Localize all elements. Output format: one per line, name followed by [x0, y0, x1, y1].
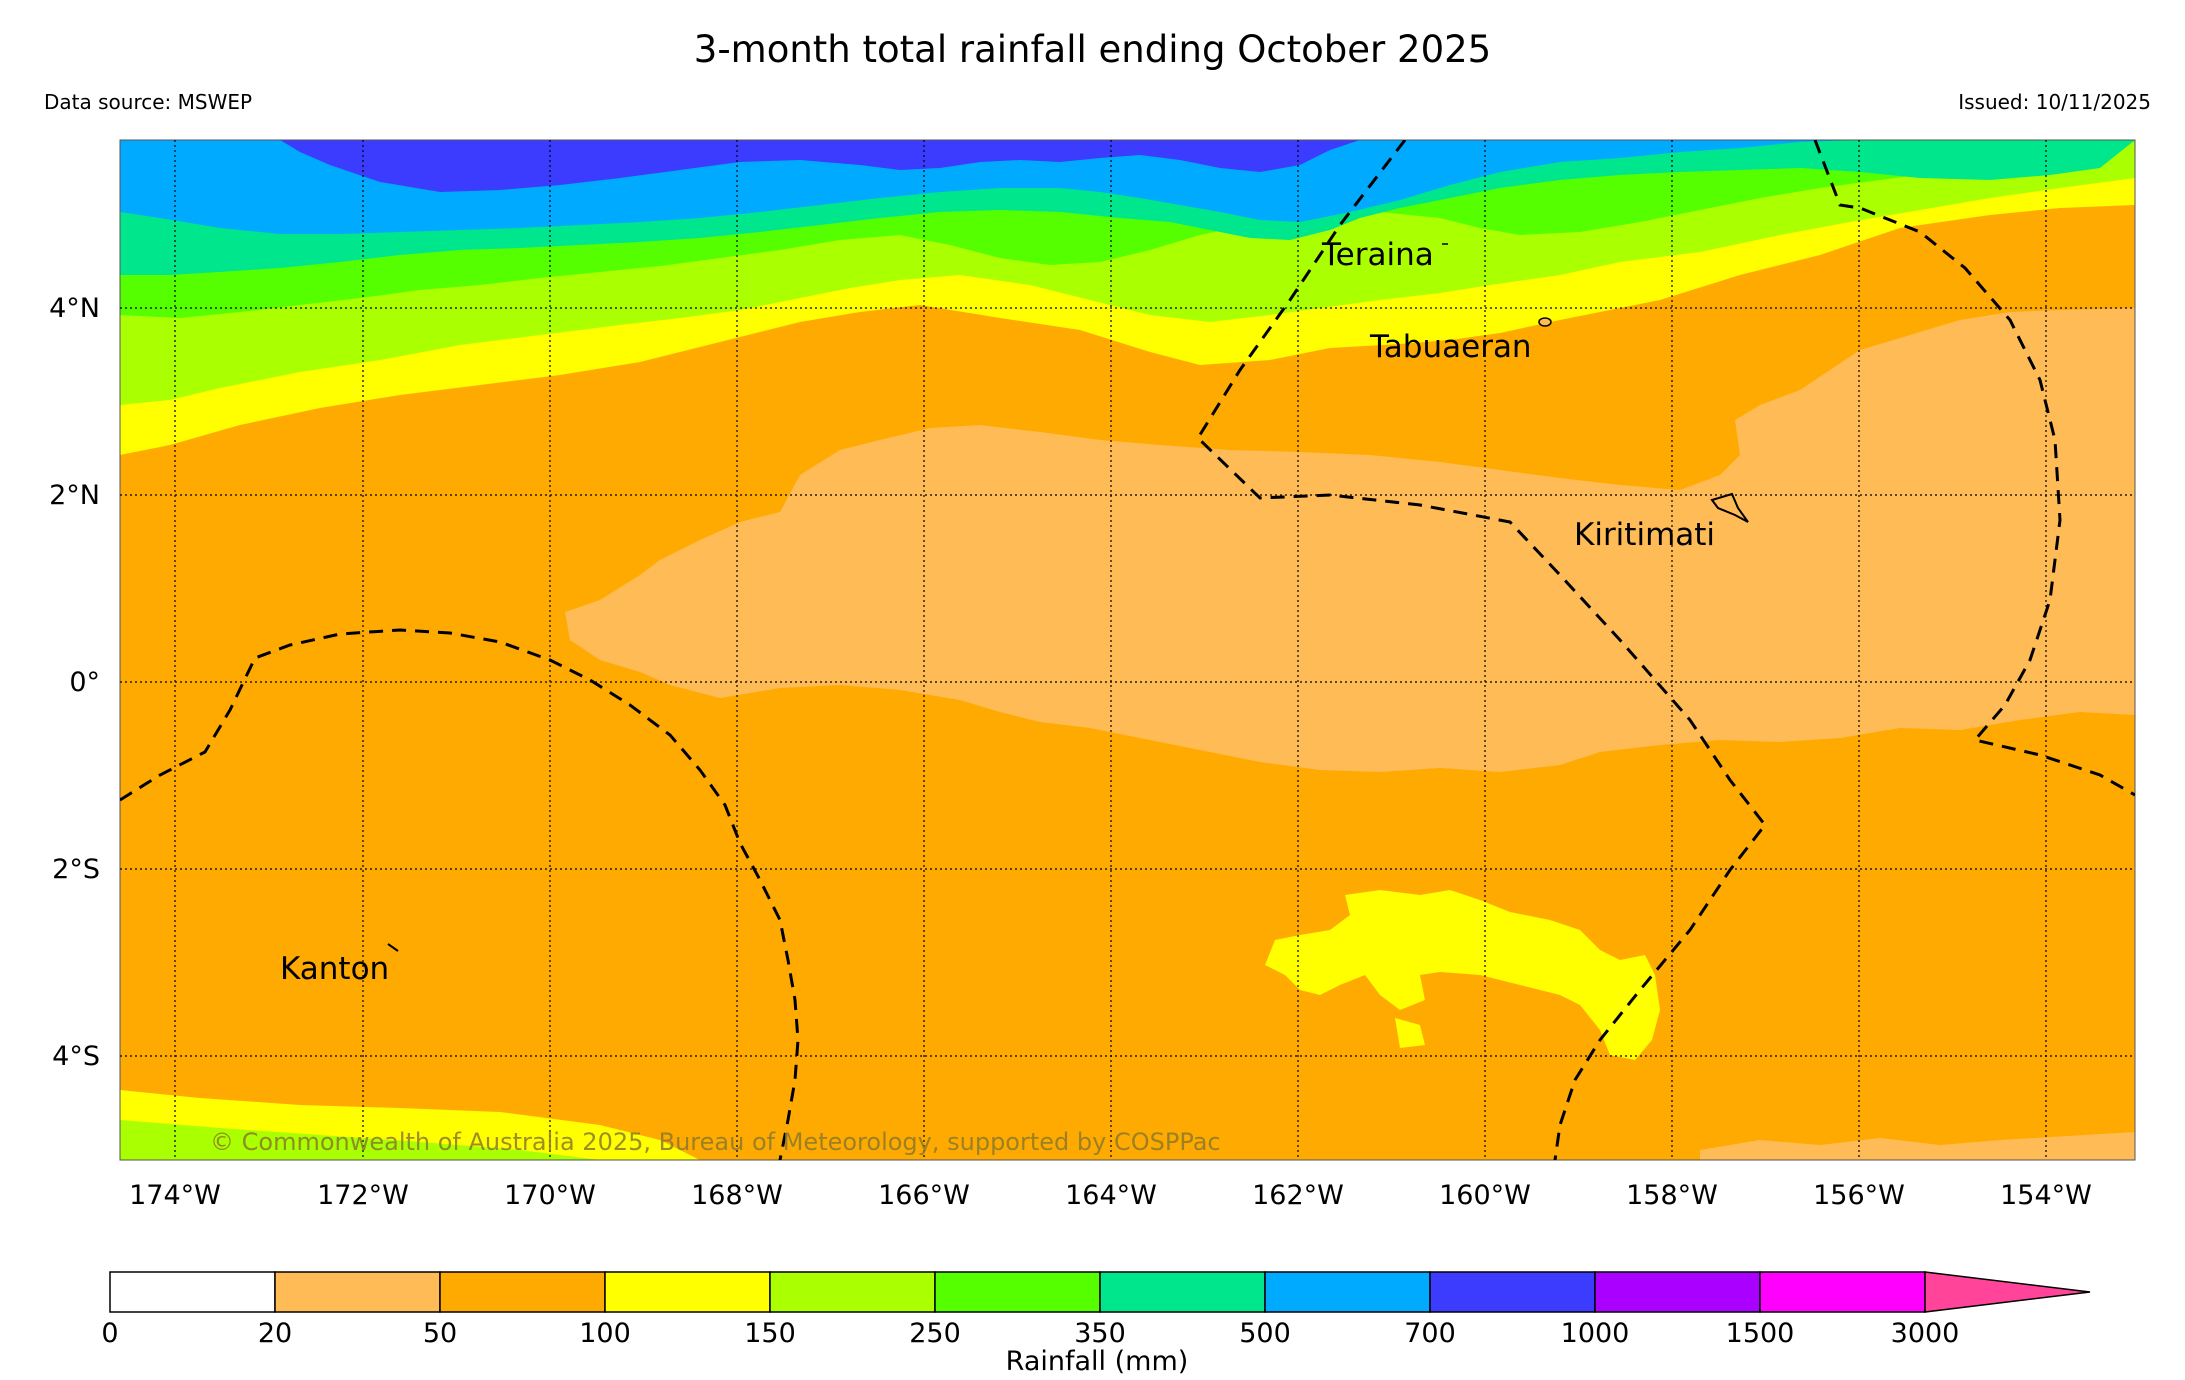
- colorbar-swatch-100-150: [604, 1271, 771, 1313]
- place-label-kiritimati: Kiritimati: [1574, 517, 1715, 553]
- lon-label-168w: 168°W: [691, 1180, 783, 1211]
- lat-label-2s: 2°S: [52, 854, 100, 885]
- colorbar-legend: 0 20 50 100 150 250 350 500 700 1000 1500 3000: [101, 1271, 2091, 1349]
- band-100-150-south: [1265, 890, 1660, 1060]
- lon-label-172w: 172°W: [317, 1180, 409, 1211]
- band-700-1000: [280, 140, 1360, 192]
- colorbar-title: Rainfall (mm): [1006, 1346, 1189, 1377]
- colorbar-swatch-150-250: [769, 1271, 936, 1313]
- place-label-teraina: Teraina: [1321, 237, 1434, 273]
- lon-label-154w: 154°W: [2000, 1180, 2092, 1211]
- colorbar-tick-0: 0: [101, 1318, 118, 1349]
- band-south-edge-light: [1700, 1132, 2135, 1160]
- place-label-tabuaeran: Tabuaeran: [1369, 329, 1532, 365]
- lon-label-158w: 158°W: [1626, 1180, 1718, 1211]
- colorbar-tick-500: 500: [1239, 1318, 1291, 1349]
- lat-label-0: 0°: [69, 667, 100, 698]
- issued-date: Issued: 10/11/2025: [1958, 90, 2151, 114]
- colorbar-swatch-700-1000: [1429, 1271, 1596, 1313]
- kiritimati-island-shape: [1710, 492, 1749, 523]
- colorbar-overflow-arrow: [1924, 1271, 2091, 1313]
- colorbar-tick-20: 20: [258, 1318, 292, 1349]
- data-source: Data source: MSWEP: [44, 90, 253, 114]
- colorbar-tick-3000: 3000: [1891, 1318, 1960, 1349]
- colorbar-swatch-500-700: [1264, 1271, 1431, 1313]
- graticule: [120, 140, 2135, 1160]
- tabuaeran-island-shape: [1538, 317, 1552, 327]
- colorbar-swatch-1500-3000: [1759, 1271, 1926, 1313]
- colorbar-swatch-1000-1500: [1594, 1271, 1761, 1313]
- map-title: 3-month total rainfall ending October 20…: [693, 28, 1492, 71]
- islands: [387, 243, 1749, 952]
- lon-label-162w: 162°W: [1252, 1180, 1344, 1211]
- lat-label-2n: 2°N: [49, 480, 100, 511]
- colorbar-swatch-0-20: [109, 1271, 276, 1313]
- lat-label-4n: 4°N: [49, 293, 100, 324]
- colorbar-tick-50: 50: [423, 1318, 457, 1349]
- colorbar-swatch-350-500: [1099, 1271, 1266, 1313]
- lon-label-160w: 160°W: [1439, 1180, 1531, 1211]
- colorbar-tick-250: 250: [909, 1318, 961, 1349]
- lon-label-170w: 170°W: [504, 1180, 596, 1211]
- band-20-50-central: [565, 308, 2135, 772]
- band-100-150-south-2: [1395, 1018, 1425, 1048]
- lon-label-166w: 166°W: [878, 1180, 970, 1211]
- map-frame: [119, 139, 2136, 1161]
- lon-label-164w: 164°W: [1065, 1180, 1157, 1211]
- colorbar-tick-1000: 1000: [1561, 1318, 1630, 1349]
- map-field: [120, 140, 2135, 1160]
- colorbar-tick-350: 350: [1074, 1318, 1126, 1349]
- lon-label-156w: 156°W: [1813, 1180, 1905, 1211]
- copyright-text: © Commonwealth of Australia 2025, Bureau…: [210, 1128, 1221, 1156]
- kanton-island-shape: [387, 943, 399, 952]
- eez-boundaries: [120, 140, 2135, 1160]
- lat-label-4s: 4°S: [52, 1041, 100, 1072]
- band-south-edge-green: [120, 1120, 600, 1160]
- lon-label-174w: 174°W: [129, 1180, 221, 1211]
- colorbar-tick-100: 100: [579, 1318, 631, 1349]
- colorbar-tick-1500: 1500: [1726, 1318, 1795, 1349]
- colorbar-swatch-20-50: [274, 1271, 441, 1313]
- colorbar-tick-700: 700: [1404, 1318, 1456, 1349]
- colorbar-swatch-250-350: [934, 1271, 1101, 1313]
- colorbar-swatch-50-100: [439, 1271, 606, 1313]
- place-label-kanton: Kanton: [280, 951, 389, 987]
- colorbar-tick-150: 150: [744, 1318, 796, 1349]
